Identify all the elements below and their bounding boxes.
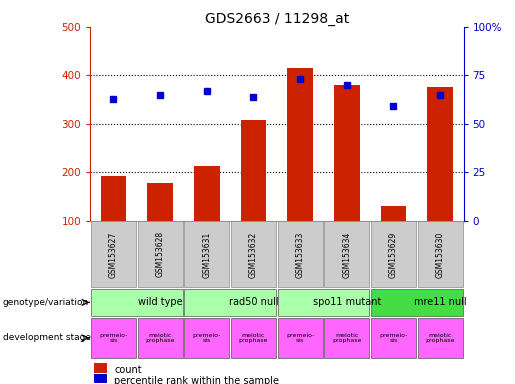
- Bar: [184, 289, 276, 316]
- Bar: [418, 318, 462, 358]
- Text: GSM153632: GSM153632: [249, 231, 258, 278]
- Bar: [324, 318, 369, 358]
- Bar: [334, 85, 359, 221]
- Bar: [278, 222, 322, 287]
- Bar: [418, 222, 462, 287]
- Bar: [371, 222, 416, 287]
- Text: wild type: wild type: [138, 297, 182, 308]
- Text: meiotic
prophase: meiotic prophase: [332, 333, 362, 343]
- Bar: [138, 222, 182, 287]
- Bar: [91, 222, 136, 287]
- Text: GSM153633: GSM153633: [296, 231, 305, 278]
- Text: mre11 null: mre11 null: [414, 297, 467, 308]
- Bar: [427, 88, 453, 221]
- Bar: [241, 121, 266, 221]
- Text: GSM153629: GSM153629: [389, 231, 398, 278]
- Bar: [231, 318, 276, 358]
- Text: premeio-
sis: premeio- sis: [193, 333, 221, 343]
- Text: development stage: development stage: [3, 333, 91, 343]
- Text: spo11 mutant: spo11 mutant: [313, 297, 381, 308]
- Bar: [231, 222, 276, 287]
- Bar: [184, 318, 229, 358]
- Bar: [278, 318, 322, 358]
- Text: meiotic
prophase: meiotic prophase: [145, 333, 175, 343]
- Text: rad50 null: rad50 null: [229, 297, 278, 308]
- Text: GSM153630: GSM153630: [436, 231, 444, 278]
- Text: premeio-
sis: premeio- sis: [99, 333, 128, 343]
- Bar: [147, 183, 173, 221]
- Title: GDS2663 / 11298_at: GDS2663 / 11298_at: [204, 12, 349, 26]
- Bar: [287, 68, 313, 221]
- Bar: [194, 166, 219, 221]
- Text: GSM153627: GSM153627: [109, 231, 118, 278]
- Bar: [91, 289, 182, 316]
- Bar: [278, 289, 369, 316]
- Bar: [91, 318, 136, 358]
- Bar: [381, 206, 406, 221]
- Text: GSM153628: GSM153628: [156, 231, 165, 278]
- Bar: [371, 289, 462, 316]
- Bar: [94, 363, 108, 373]
- Text: meiotic
prophase: meiotic prophase: [425, 333, 455, 343]
- Bar: [184, 222, 229, 287]
- Text: GSM153631: GSM153631: [202, 231, 211, 278]
- Bar: [94, 374, 108, 383]
- Text: GSM153634: GSM153634: [342, 231, 351, 278]
- Bar: [100, 176, 126, 221]
- Text: count: count: [114, 364, 142, 375]
- Text: premeio-
sis: premeio- sis: [380, 333, 408, 343]
- Bar: [324, 222, 369, 287]
- Bar: [371, 318, 416, 358]
- Text: percentile rank within the sample: percentile rank within the sample: [114, 376, 280, 384]
- Text: premeio-
sis: premeio- sis: [286, 333, 314, 343]
- Bar: [138, 318, 182, 358]
- Text: genotype/variation: genotype/variation: [3, 298, 89, 307]
- Text: meiotic
prophase: meiotic prophase: [239, 333, 268, 343]
